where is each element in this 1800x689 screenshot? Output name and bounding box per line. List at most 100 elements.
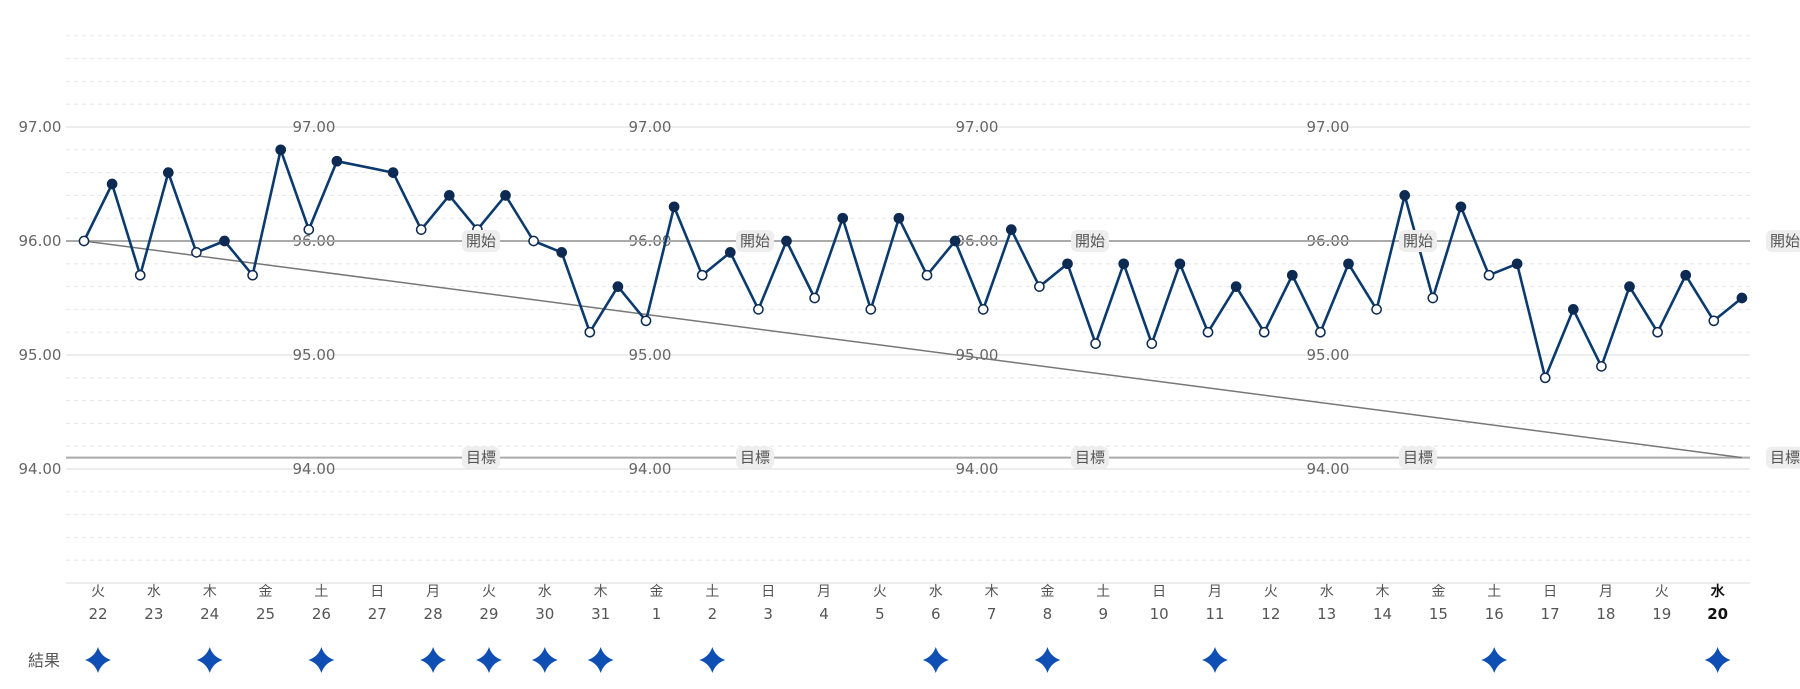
data-point: [134, 269, 146, 281]
data-point: [921, 269, 933, 281]
y-tick-label: 95.00: [629, 346, 672, 364]
data-point: [1455, 201, 1467, 213]
x-date-label: 29: [479, 605, 498, 623]
sparkle-star-icon: [475, 647, 502, 673]
reference-badge-label: 目標: [1075, 449, 1105, 467]
x-day-of-week-label: 月: [426, 584, 440, 600]
data-point: [219, 235, 230, 247]
data-point: [556, 247, 568, 258]
trend-line: [83, 240, 1742, 459]
data-point: [1258, 326, 1270, 338]
data-point: [1371, 304, 1382, 315]
sparkle-star-icon: [531, 647, 558, 673]
data-point: [500, 190, 511, 201]
reference-badge: [736, 230, 774, 252]
y-tick-label: 97.00: [293, 118, 336, 136]
data-point: [1624, 281, 1635, 292]
reference-badge: [1071, 446, 1109, 469]
x-day-of-week-label: 日: [1543, 584, 1557, 600]
x-date-label: 19: [1652, 605, 1671, 623]
data-point: [809, 292, 820, 304]
x-day-of-week-label: 土: [314, 584, 328, 600]
x-date-label: 20: [1707, 605, 1728, 623]
data-point: [275, 144, 287, 156]
x-day-of-week-label: 火: [91, 584, 105, 600]
x-day-of-week-label: 土: [705, 584, 719, 600]
data-point: [247, 269, 258, 281]
data-point: [1483, 269, 1495, 281]
x-day-of-week-label: 木: [985, 584, 999, 600]
reference-badge-label: 目標: [740, 449, 770, 467]
x-date-label: 14: [1373, 605, 1392, 623]
x-date-label: 28: [424, 605, 443, 623]
x-day-of-week-label: 火: [482, 584, 496, 600]
data-point: [753, 304, 764, 315]
data-point: [640, 315, 652, 327]
sparkle-star-icon: [1481, 647, 1508, 673]
result-row: 結果: [28, 647, 1731, 673]
x-date-label: 23: [144, 605, 163, 623]
x-date-label: 26: [312, 605, 331, 623]
data-point: [415, 224, 427, 235]
x-date-label: 8: [1043, 605, 1053, 623]
result-row-label: 結果: [28, 651, 60, 670]
x-date-label: 25: [256, 605, 275, 623]
x-date-label: 11: [1205, 605, 1224, 623]
y-tick-label: 95.00: [293, 346, 336, 364]
data-point: [331, 155, 343, 167]
sparkle-star-icon: [922, 647, 949, 673]
x-day-of-week-label: 木: [594, 584, 608, 600]
reference-badge: [1071, 230, 1109, 252]
x-date-label: 13: [1317, 605, 1336, 623]
data-point: [528, 235, 539, 247]
data-point: [443, 190, 455, 201]
reference-badge: [462, 446, 500, 469]
y-tick-label: 94.00: [629, 460, 672, 478]
data-point: [893, 212, 905, 224]
x-day-of-week-label: 月: [817, 584, 831, 600]
x-date-label: 4: [819, 605, 829, 623]
data-point: [106, 178, 118, 190]
data-point: [1286, 269, 1298, 281]
sparkle-star-icon: [699, 647, 726, 673]
data-point: [1539, 372, 1551, 384]
sparkle-star-icon: [1704, 647, 1731, 673]
data-point: [1062, 258, 1073, 270]
x-date-label: 31: [591, 605, 610, 623]
sparkle-star-icon: [587, 647, 614, 673]
x-date-label: 6: [931, 605, 941, 623]
y-tick-label: 95.00: [1307, 346, 1350, 364]
reference-badge-label: 開始: [1075, 232, 1105, 250]
data-point: [78, 235, 90, 247]
x-day-of-week-label: 土: [1487, 584, 1501, 600]
data-point: [1005, 224, 1017, 235]
reference-badge-label: 開始: [1403, 232, 1433, 250]
x-day-of-week-label: 月: [1208, 584, 1222, 600]
x-day-of-week-label: 日: [370, 584, 384, 600]
data-point: [1146, 338, 1158, 349]
data-point: [977, 304, 989, 315]
x-date-label: 24: [200, 605, 219, 623]
data-point: [612, 281, 624, 292]
x-date-label: 7: [987, 605, 997, 623]
x-date-label: 18: [1596, 605, 1615, 623]
x-day-of-week-label: 金: [1040, 584, 1054, 600]
y-tick-label: 94.00: [293, 460, 336, 478]
data-point: [1680, 269, 1692, 281]
x-day-of-week-label: 水: [538, 584, 552, 600]
reference-badge-label: 目標: [1770, 449, 1800, 467]
data-point: [1708, 315, 1720, 327]
data-point: [696, 269, 708, 281]
x-axis-labels: 火 22 水 23 木 24 金 25 土 26 日 27 月 28 火 29 水 30 木 31 金 1 土 2 日 3 月 4 火 5…: [88, 583, 1728, 623]
y-tick-label: 97.00: [19, 118, 62, 136]
data-point: [1567, 304, 1579, 315]
reference-badge-label: 開始: [466, 232, 496, 250]
data-point: [781, 235, 792, 247]
y-tick-label: 97.00: [629, 118, 672, 136]
x-date-label: 5: [875, 605, 885, 623]
y-tick-label: 96.00: [19, 232, 62, 250]
y-tick-label: 97.00: [1307, 118, 1350, 136]
